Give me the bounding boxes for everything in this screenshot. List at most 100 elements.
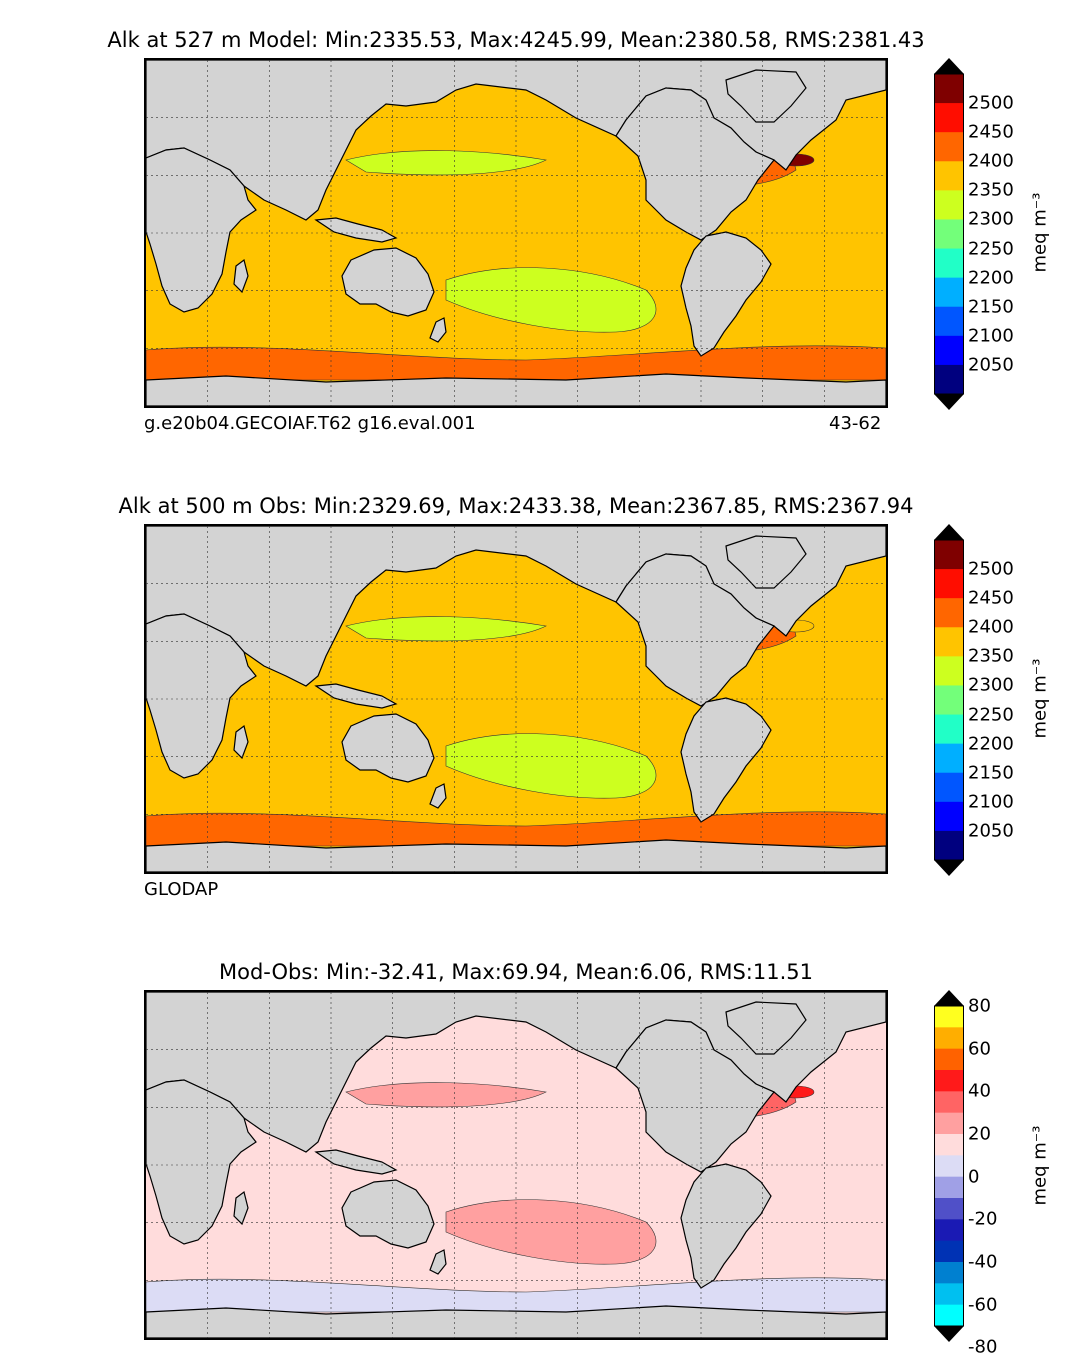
colorbar-band — [934, 1048, 964, 1071]
north-pacific-region — [345, 616, 547, 642]
colorbar-band — [934, 190, 964, 220]
colorbar-tick-label: -80 — [968, 1336, 998, 1358]
colorbar-tick-label: 2500 — [968, 92, 1014, 114]
colorbar-band — [934, 1262, 964, 1284]
land-southamerica — [680, 1163, 772, 1289]
colorbar-band — [934, 685, 964, 716]
colorbar-tick-label: 2350 — [968, 645, 1014, 667]
colorbar-tick-label: 2150 — [968, 762, 1014, 784]
colorbar-tick-label: 0 — [968, 1166, 980, 1188]
colorbar-tick-label: 2300 — [968, 674, 1014, 696]
colorbar-tick-label: 2400 — [968, 150, 1014, 172]
colorbar-band — [934, 656, 964, 686]
colorbar-tick-label: 2500 — [968, 558, 1014, 580]
map-diff — [144, 990, 888, 1340]
colorbar — [934, 58, 964, 410]
colorbar-band — [934, 569, 964, 599]
colorbar-tick-label: 2250 — [968, 238, 1014, 260]
colorbar-band — [934, 627, 964, 657]
south-pacific-region — [445, 1199, 657, 1265]
colorbar-band — [934, 248, 964, 279]
colorbar — [934, 524, 964, 876]
colorbar-band — [934, 714, 964, 745]
land-africa — [146, 147, 257, 313]
colorbar-tick-label: 2450 — [968, 121, 1014, 143]
land-madagascar — [233, 1190, 249, 1226]
north-pacific-region — [345, 150, 547, 176]
land-southamerica — [680, 697, 772, 823]
land-northamerica — [615, 87, 775, 241]
colorbar-max-extend — [934, 58, 964, 74]
colorbar-tick-label: 2300 — [968, 208, 1014, 230]
colorbar-band — [934, 132, 964, 162]
colorbar-min-extend — [934, 394, 964, 410]
north-pacific-region — [345, 1082, 547, 1108]
colorbar-band — [934, 161, 964, 191]
land-madagascar — [233, 258, 249, 294]
land-australia — [341, 713, 435, 783]
colorbar-min-extend — [934, 860, 964, 876]
colorbar-band — [934, 219, 964, 250]
land-newzealand — [429, 317, 447, 343]
colorbar-tick-label: -40 — [968, 1251, 998, 1273]
colorbar-tick-label: 2100 — [968, 791, 1014, 813]
land-newzealand — [429, 1249, 447, 1275]
colorbar-tick-label: -60 — [968, 1294, 998, 1316]
land-australia — [341, 247, 435, 317]
land-greenland — [725, 1001, 807, 1055]
colorbar-band — [934, 306, 964, 337]
colorbar-band — [934, 743, 964, 774]
colorbar-unit: meq m⁻³ — [1029, 1125, 1051, 1206]
colorbar-tick-label: 2050 — [968, 354, 1014, 376]
colorbar-band — [934, 364, 964, 395]
colorbar-band — [934, 801, 964, 832]
colorbar-tick-label: 40 — [968, 1080, 991, 1102]
land-greenland — [725, 69, 807, 123]
panel-title: Alk at 500 m Obs: Min:2329.69, Max:2433.… — [118, 494, 914, 518]
panel-title: Alk at 527 m Model: Min:2335.53, Max:424… — [107, 28, 925, 52]
land-southamerica — [680, 231, 772, 357]
land-northamerica — [615, 1019, 775, 1173]
colorbar-tick-label: 2050 — [968, 820, 1014, 842]
colorbar-tick-label: 2250 — [968, 704, 1014, 726]
land-africa — [146, 613, 257, 779]
land-madagascar — [233, 724, 249, 760]
colorbar-tick-label: -20 — [968, 1208, 998, 1230]
south-pacific-region — [445, 267, 657, 333]
colorbar-band — [934, 598, 964, 628]
land-northamerica — [615, 553, 775, 707]
map-model — [144, 58, 888, 408]
map-obs — [144, 524, 888, 874]
colorbar-band — [934, 1027, 964, 1050]
colorbar-band — [934, 1134, 964, 1156]
colorbar-band — [934, 1304, 964, 1327]
colorbar-tick-label: 2350 — [968, 179, 1014, 201]
land-indonesia — [314, 217, 398, 243]
colorbar-band — [934, 277, 964, 308]
colorbar — [934, 990, 964, 1342]
colorbar-band — [934, 1240, 964, 1263]
colorbar-band — [934, 1283, 964, 1306]
land-australia — [341, 1179, 435, 1249]
colorbar-band — [934, 1112, 964, 1135]
colorbar-band — [934, 1070, 964, 1092]
colorbar-tick-label: 2200 — [968, 733, 1014, 755]
colorbar-band — [934, 1006, 964, 1028]
colorbar-tick-label: 60 — [968, 1038, 991, 1060]
colorbar-band — [934, 830, 964, 861]
colorbar-band — [934, 1091, 964, 1114]
colorbar-max-extend — [934, 990, 964, 1006]
colorbar-unit: meq m⁻³ — [1029, 192, 1051, 273]
colorbar-min-extend — [934, 1326, 964, 1342]
colorbar-band — [934, 74, 964, 104]
years-caption: 43-62 — [829, 413, 882, 434]
run-caption: g.e20b04.GECOIAF.T62 g16.eval.001 — [144, 413, 476, 434]
colorbar-tick-label: 2400 — [968, 616, 1014, 638]
colorbar-tick-label: 80 — [968, 995, 991, 1017]
colorbar-tick-label: 2100 — [968, 325, 1014, 347]
south-pacific-region — [445, 733, 657, 799]
colorbar-band — [934, 103, 964, 133]
colorbar-band — [934, 772, 964, 803]
colorbar-band — [934, 335, 964, 366]
land-indonesia — [314, 1149, 398, 1175]
